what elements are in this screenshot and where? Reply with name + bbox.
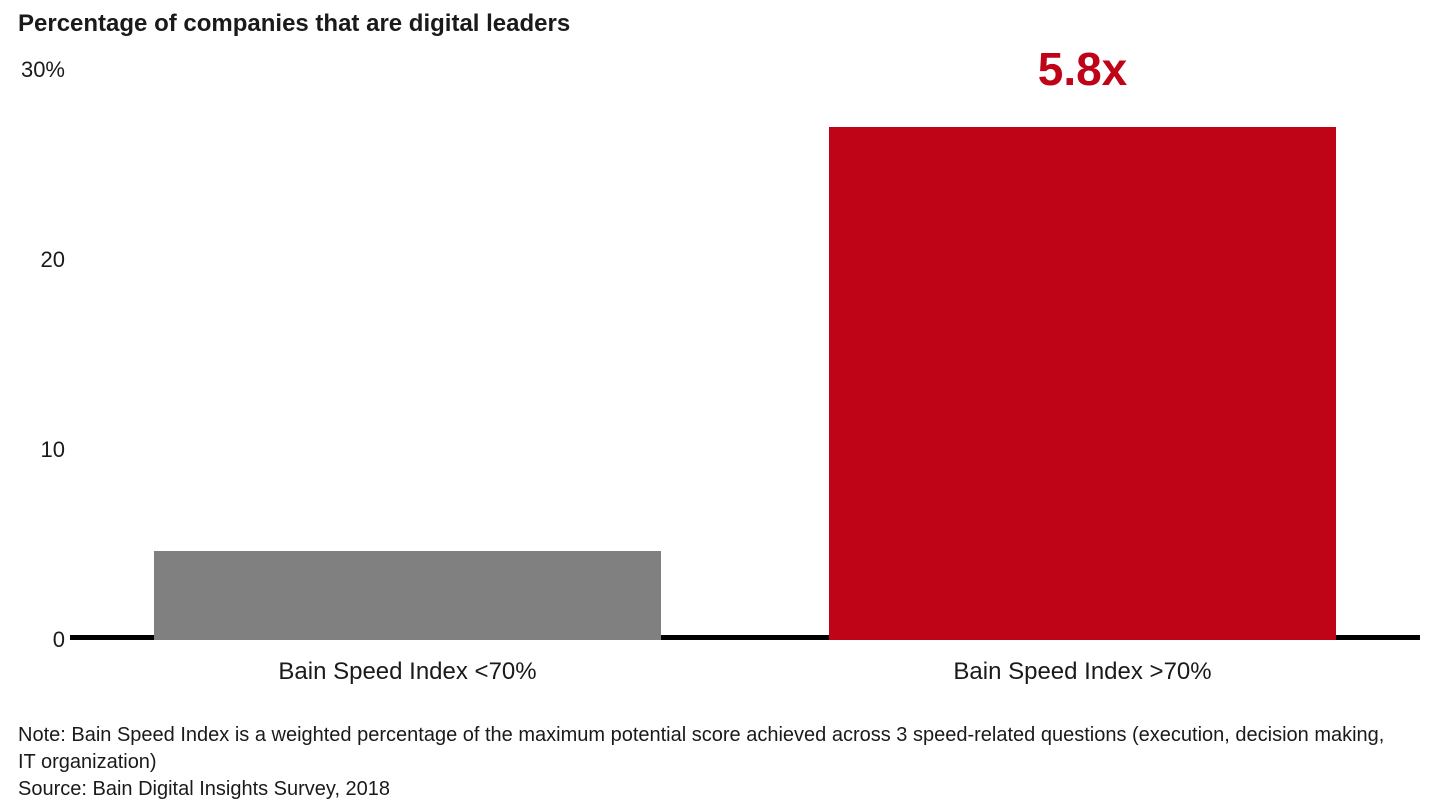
y-tick-label: 0 bbox=[15, 627, 65, 653]
chart-title: Percentage of companies that are digital… bbox=[18, 10, 570, 38]
y-tick-label: 30% bbox=[15, 57, 65, 83]
footnote-line-1: Note: Bain Speed Index is a weighted per… bbox=[18, 722, 1384, 749]
multiplier-annotation: 5.8x bbox=[1038, 42, 1128, 96]
plot-area: 0102030%Bain Speed Index <70%Bain Speed … bbox=[70, 70, 1420, 640]
chart-container: Percentage of companies that are digital… bbox=[0, 0, 1440, 810]
bar bbox=[154, 551, 660, 640]
bar bbox=[829, 127, 1335, 640]
y-tick-label: 20 bbox=[15, 247, 65, 273]
footnote-line-2: IT organization) bbox=[18, 749, 157, 776]
y-tick-label: 10 bbox=[15, 437, 65, 463]
x-axis-label: Bain Speed Index <70% bbox=[278, 658, 536, 686]
x-axis-label: Bain Speed Index >70% bbox=[953, 658, 1211, 686]
source-line: Source: Bain Digital Insights Survey, 20… bbox=[18, 776, 390, 803]
